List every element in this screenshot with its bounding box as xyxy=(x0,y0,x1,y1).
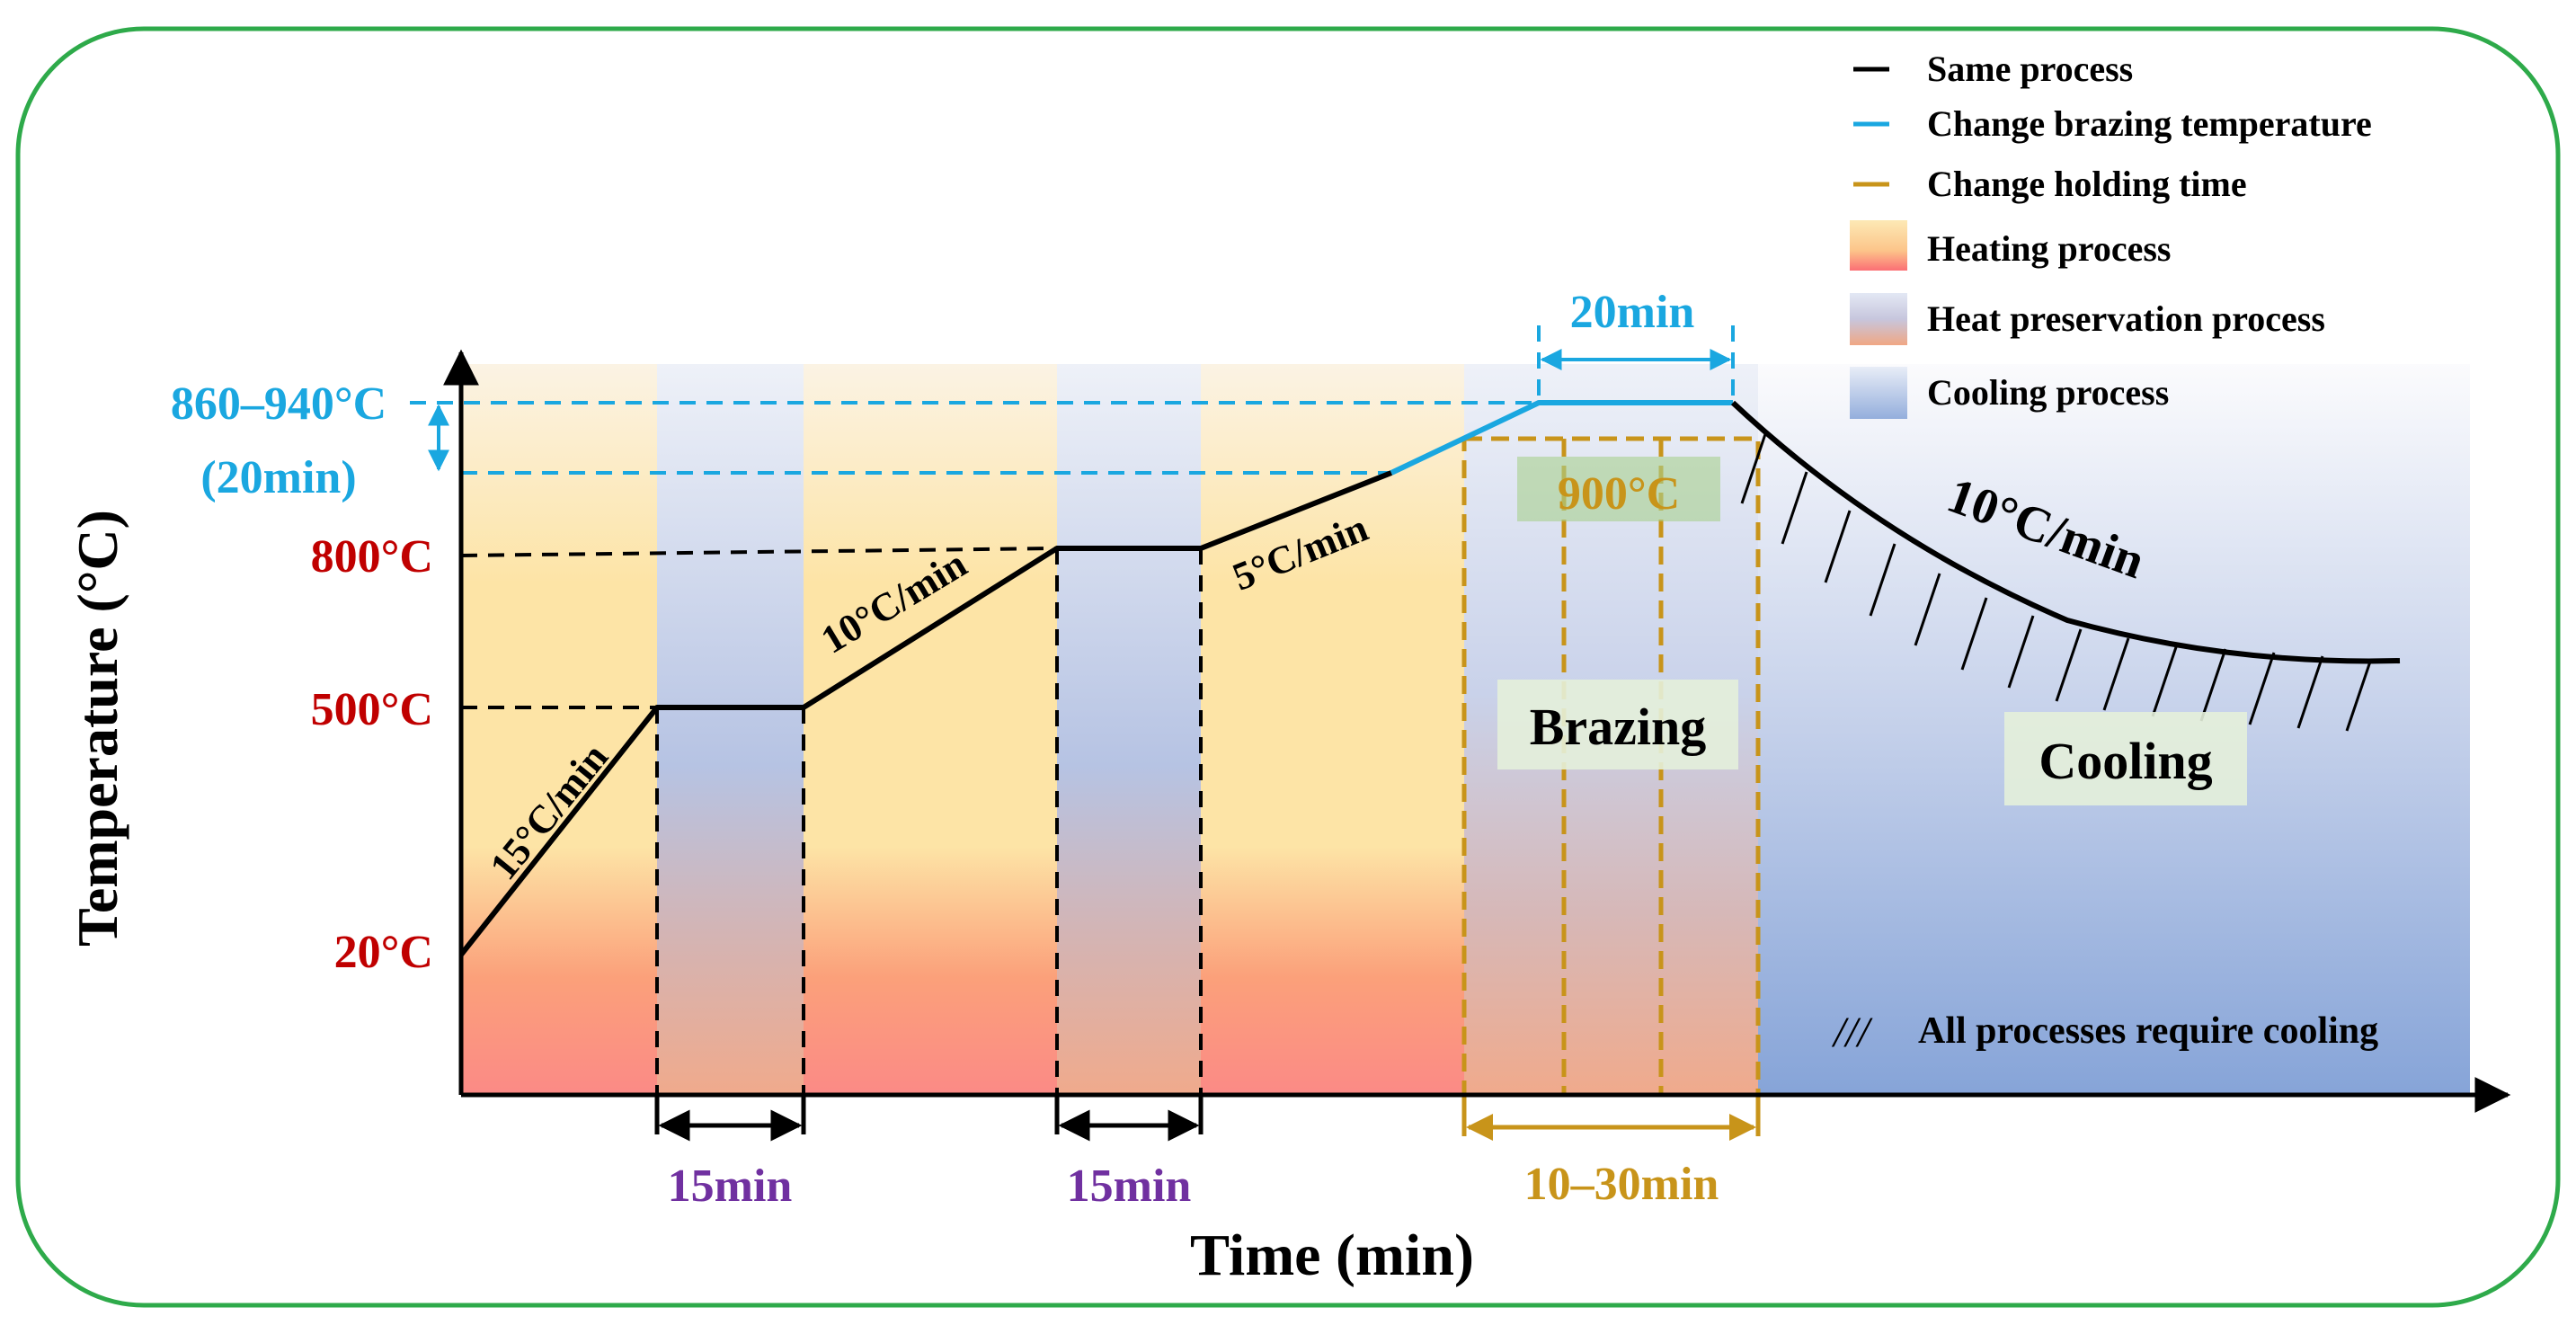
brazing-temp-label: 900°C xyxy=(1558,468,1680,520)
brazing-temp-range-label: 860–940°C xyxy=(171,378,386,430)
legend-brazing-temp-label: Change brazing temperature xyxy=(1927,103,2372,144)
process-curve-black xyxy=(458,470,1393,956)
y-tick-20: 20°C xyxy=(334,927,433,978)
legend-cooling-swatch xyxy=(1850,367,1907,419)
legend: Same process Change brazing temperature … xyxy=(1850,49,2372,419)
holding-range-bracket xyxy=(1461,1095,1761,1141)
holding-time-box xyxy=(1461,436,1761,1098)
brazing-temp-guides xyxy=(410,325,1735,475)
legend-heating-label: Heating process xyxy=(1927,228,2171,269)
brazing-label-box xyxy=(1497,680,1738,769)
holding-region-1 xyxy=(657,364,804,1095)
legend-cooling-label: Cooling process xyxy=(1927,372,2169,413)
heating-region-3 xyxy=(1201,364,1464,1095)
process-region-fills xyxy=(461,364,2470,1095)
brazing-temp-box xyxy=(1517,457,1720,521)
x-axis-label: Time (min) xyxy=(1190,1223,1474,1288)
heating-region-2 xyxy=(804,364,1057,1095)
y-tick-800: 800°C xyxy=(311,531,433,583)
process-curve-blue xyxy=(1390,400,1733,476)
legend-preservation-swatch xyxy=(1850,293,1907,345)
brazing-hold-duration: 20min xyxy=(1570,287,1695,338)
hatch-symbol: /// xyxy=(1831,1009,1873,1056)
heating-region-1 xyxy=(461,364,657,1095)
legend-preservation-label: Heat preservation process xyxy=(1927,298,2325,339)
legend-holding-time-label: Change holding time xyxy=(1927,164,2247,204)
brazing-temp-range-sub: (20min) xyxy=(200,452,356,503)
legend-heating-swatch xyxy=(1850,220,1907,271)
brazing-label: Brazing xyxy=(1530,698,1707,756)
holding-time-range: 10–30min xyxy=(1524,1159,1719,1210)
y-axis-label: Temperature (°C) xyxy=(66,510,129,947)
cooling-label: Cooling xyxy=(2039,732,2212,790)
hold-brackets xyxy=(654,1095,1204,1142)
cooling-curve xyxy=(1730,400,2401,664)
hold-2-duration: 15min xyxy=(1067,1161,1192,1212)
all-cooling-note: All processes require cooling xyxy=(1918,1010,2378,1052)
holding-region-2 xyxy=(1057,364,1201,1095)
guide-800 xyxy=(460,547,1058,557)
temperature-guides xyxy=(460,547,1203,1095)
hold-1-duration: 15min xyxy=(668,1161,793,1212)
cooling-hatch xyxy=(1740,431,2373,732)
cooling-label-box xyxy=(2004,712,2247,805)
legend-same-process-label: Same process xyxy=(1927,49,2133,89)
y-tick-500: 500°C xyxy=(311,684,433,735)
